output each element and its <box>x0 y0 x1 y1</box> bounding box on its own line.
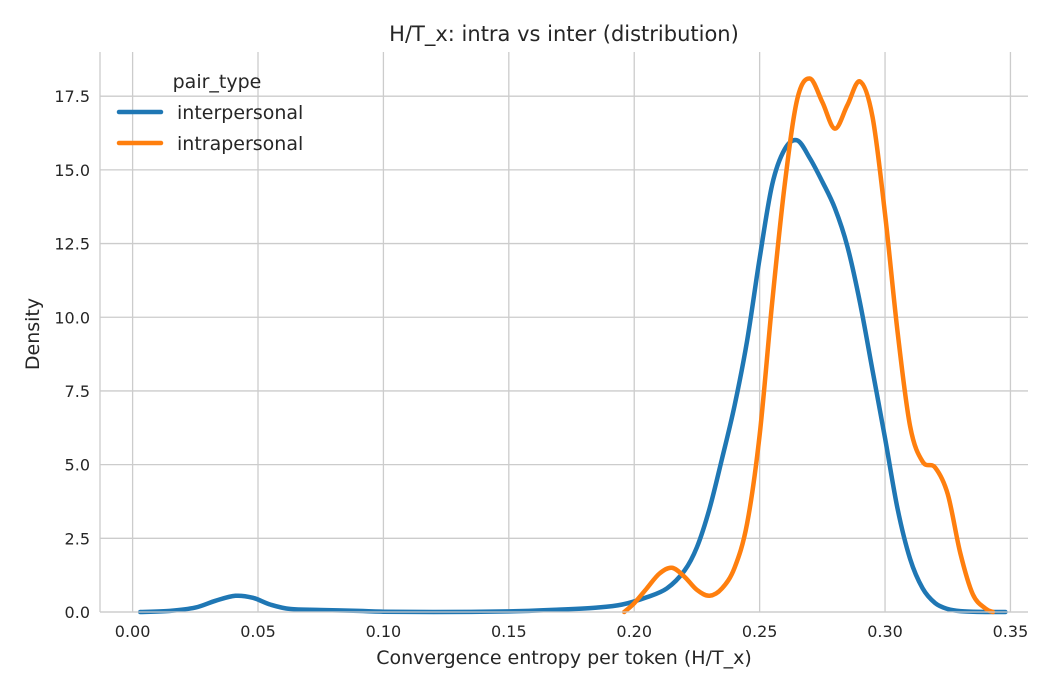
legend-items: interpersonal intrapersonal <box>116 102 303 155</box>
y-tick-label: 17.5 <box>54 87 90 106</box>
x-tick-label: 0.05 <box>240 622 276 641</box>
y-tick-label: 7.5 <box>65 382 90 401</box>
legend: pair_type interpersonal intrapersonal <box>116 71 303 155</box>
legend-title: pair_type <box>173 71 262 93</box>
y-tick-label: 15.0 <box>54 161 90 180</box>
chart-title: H/T_x: intra vs inter (distribution) <box>389 22 739 47</box>
y-tick-label: 2.5 <box>65 529 90 548</box>
y-axis-label: Density <box>22 298 44 370</box>
x-tick-label: 0.00 <box>115 622 151 641</box>
x-tick-label: 0.35 <box>993 622 1029 641</box>
legend-label-intrapersonal: intrapersonal <box>177 133 303 155</box>
y-tick-label: 0.0 <box>65 603 90 622</box>
grid <box>100 52 1028 613</box>
y-tick-labels: 0.0 2.5 5.0 7.5 10.0 12.5 15.0 17.5 <box>54 87 90 622</box>
x-tick-label: 0.10 <box>366 622 402 641</box>
x-tick-label: 0.30 <box>867 622 903 641</box>
x-axis-label: Convergence entropy per token (H/T_x) <box>376 647 752 669</box>
x-tick-labels: 0.00 0.05 0.10 0.15 0.20 0.25 0.30 0.35 <box>115 622 1028 641</box>
series-line-interpersonal <box>137 137 1008 615</box>
y-tick-label: 5.0 <box>65 456 90 475</box>
plot-series <box>137 76 1008 615</box>
legend-label-interpersonal: interpersonal <box>177 102 303 124</box>
y-tick-label: 12.5 <box>54 235 90 254</box>
y-tick-label: 10.0 <box>54 308 90 327</box>
x-tick-label: 0.15 <box>491 622 527 641</box>
series-line-intrapersonal <box>621 76 996 615</box>
x-tick-label: 0.20 <box>616 622 652 641</box>
axes-spines <box>99 52 1028 613</box>
x-tick-label: 0.25 <box>742 622 778 641</box>
